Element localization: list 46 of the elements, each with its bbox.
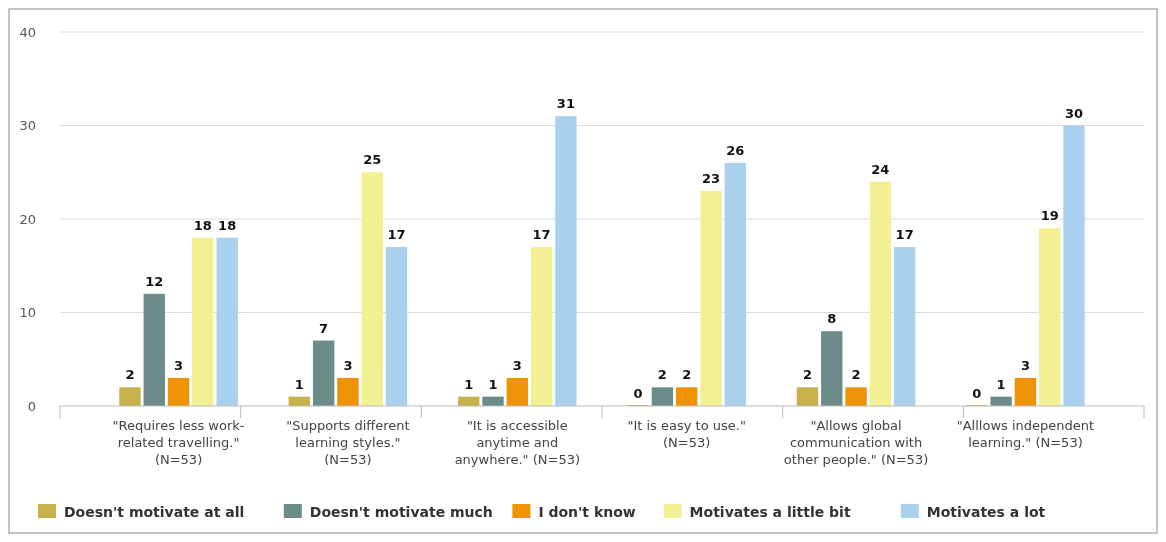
y-tick-label: 10 <box>19 305 36 321</box>
y-tick-label: 0 <box>27 398 36 414</box>
data-label: 30 <box>1064 105 1084 121</box>
y-tick-label: 40 <box>19 24 36 40</box>
data-label: 25 <box>363 152 382 168</box>
data-label: 18 <box>218 217 237 233</box>
x-tick-label: "Supports different learning styles." (N=53) <box>286 418 410 467</box>
x-tick-label: "Alllows independent learning." (N=53) <box>956 418 1095 450</box>
data-label: 3 <box>512 357 522 373</box>
data-label: 18 <box>193 217 212 233</box>
data-label: 23 <box>701 170 721 186</box>
y-tick-label: 30 <box>19 118 36 134</box>
data-label: 19 <box>1040 208 1059 224</box>
x-tick-label: "It is accessible anytime and anywhere." (N=53) <box>454 418 580 467</box>
x-tick-label: "Requires less work-related travelling." (N=53) <box>112 418 245 467</box>
data-label: 17 <box>532 227 551 243</box>
x-tick-label: "Allows global communication with other people." (N=53) <box>783 418 929 467</box>
data-label: 1 <box>464 376 474 392</box>
data-label: 3 <box>1020 357 1030 373</box>
data-label: 3 <box>343 357 353 373</box>
data-label: 0 <box>972 386 982 401</box>
data-label: 1 <box>294 376 304 392</box>
legend-label: Doesn't motivate much <box>309 503 493 520</box>
legend-label: Motivates a lot <box>926 503 1046 520</box>
data-label: 2 <box>657 367 667 383</box>
data-label: 1 <box>996 376 1006 392</box>
data-label: 1 <box>488 376 498 392</box>
data-label: 2 <box>682 367 692 383</box>
data-label: 31 <box>556 96 575 112</box>
x-tick-label: "It is easy to use." (N=53) <box>627 418 746 450</box>
data-label: 2 <box>802 367 812 383</box>
y-tick-label: 20 <box>19 211 36 227</box>
data-label: 7 <box>319 320 329 336</box>
data-label: 24 <box>871 161 890 177</box>
legend-label: Motivates a little bit <box>689 503 851 520</box>
data-label: 12 <box>145 273 164 289</box>
data-label: 2 <box>851 367 861 383</box>
data-label: 2 <box>125 367 135 383</box>
legend-label: Doesn't motivate at all <box>64 503 245 520</box>
data-label: 8 <box>827 311 837 327</box>
legend-label: I don't know <box>538 503 636 520</box>
data-label: 26 <box>726 142 745 158</box>
data-label: 17 <box>387 227 406 243</box>
data-label: 17 <box>895 227 914 243</box>
data-label: 3 <box>174 357 184 373</box>
data-label: 0 <box>633 386 643 401</box>
